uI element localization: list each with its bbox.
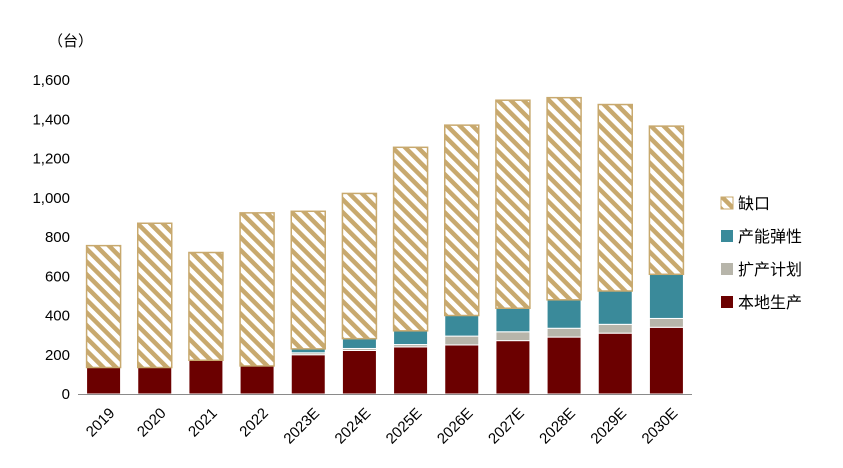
x-tick-label: 2025E [383, 405, 426, 448]
bar-stack [392, 146, 429, 395]
bar-segment-0 [341, 349, 377, 395]
bar-stack [188, 251, 224, 395]
bar-segment-0 [597, 332, 633, 395]
y-tick-label: 800 [45, 229, 70, 246]
bar-segment-1 [546, 327, 582, 338]
x-tick-label: 2020 [134, 405, 170, 441]
bar-segment-0 [648, 326, 684, 395]
bar-segment-0 [546, 336, 582, 395]
legend-swatch [721, 230, 733, 242]
y-axis: 0 200 400 600 800 1,000 1,200 1,400 1,600 [32, 72, 70, 403]
bar-segment-0 [188, 359, 224, 395]
bar-stack [444, 124, 480, 395]
bar-stack [290, 210, 326, 395]
x-tick-label: 2022 [236, 405, 272, 441]
bar-segment-3 [546, 96, 582, 301]
y-tick-label: 600 [45, 268, 70, 285]
legend-swatch [720, 196, 734, 210]
bar-segment-1 [495, 331, 531, 342]
x-tick-label: 2028E [536, 405, 579, 448]
bar-segment-3 [137, 222, 173, 369]
bars [85, 96, 685, 395]
legend-swatch [721, 296, 733, 308]
bar-segment-1 [648, 317, 684, 328]
bar-stack [239, 212, 275, 395]
legend-label: 缺口 [738, 194, 770, 213]
bar-segment-3 [444, 124, 480, 317]
y-axis-unit-label: （台） [48, 32, 93, 50]
bar-segment-3 [188, 251, 224, 361]
bar-stack [597, 103, 633, 395]
x-tick-label: 2030E [639, 405, 682, 448]
bar-segment-1 [597, 323, 633, 334]
bar-segment-2 [341, 338, 377, 349]
bar-segment-0 [290, 354, 326, 395]
y-tick-label: 1,400 [32, 111, 70, 128]
bar-segment-1 [444, 335, 480, 346]
bar-segment-0 [239, 365, 275, 395]
y-tick-label: 1,000 [32, 190, 70, 207]
bar-segment-3 [648, 125, 685, 276]
x-tick-label: 2019 [83, 405, 119, 441]
legend-swatch [721, 263, 733, 275]
bar-segment-2 [444, 315, 480, 337]
bar-stack [495, 99, 531, 395]
bar-stack [648, 125, 685, 395]
x-tick-label: 2027E [485, 405, 528, 448]
bar-segment-0 [393, 346, 429, 395]
y-tick-label: 200 [45, 347, 70, 364]
bar-segment-2 [597, 290, 633, 325]
bar-segment-2 [648, 273, 684, 319]
bar-stack [341, 192, 378, 395]
bar-segment-3 [239, 212, 275, 367]
x-axis-labels: 2019 2020 2021 2022 2023E 2024E 2025E 2026E 2027… [83, 405, 681, 448]
bar-segment-3 [290, 210, 326, 350]
bar-segment-3 [341, 192, 378, 340]
legend-item: 产能弹性 [721, 227, 802, 246]
bar-segment-0 [444, 344, 480, 395]
legend-label: 本地生产 [738, 293, 802, 312]
x-tick-label: 2026E [434, 405, 477, 448]
bar-stack [137, 222, 173, 395]
bar-segment-3 [85, 244, 122, 369]
legend-item: 缺口 [720, 194, 770, 213]
y-tick-label: 1,200 [32, 151, 70, 168]
x-tick-label: 2024E [332, 405, 375, 448]
x-tick-label: 2021 [185, 405, 221, 441]
bar-segment-0 [137, 367, 173, 395]
bar-segment-0 [86, 367, 122, 395]
bar-segment-3 [392, 146, 429, 332]
y-tick-label: 0 [62, 386, 70, 403]
legend-item: 本地生产 [721, 293, 802, 312]
y-tick-label: 400 [45, 308, 70, 325]
x-tick-label: 2023E [280, 405, 323, 448]
bar-segment-2 [546, 299, 582, 329]
bar-segment-2 [495, 307, 531, 333]
legend-label: 产能弹性 [738, 227, 802, 246]
y-tick-label: 1,600 [32, 72, 70, 89]
bar-segment-2 [393, 330, 429, 346]
x-tick-label: 2029E [587, 405, 630, 448]
bar-stack [85, 244, 122, 395]
bar-segment-3 [597, 103, 633, 292]
bar-segment-0 [495, 340, 531, 395]
legend-label: 扩产计划 [738, 260, 802, 279]
bar-stack [546, 96, 582, 395]
legend-item: 扩产计划 [721, 260, 802, 279]
bar-segment-3 [495, 99, 531, 309]
